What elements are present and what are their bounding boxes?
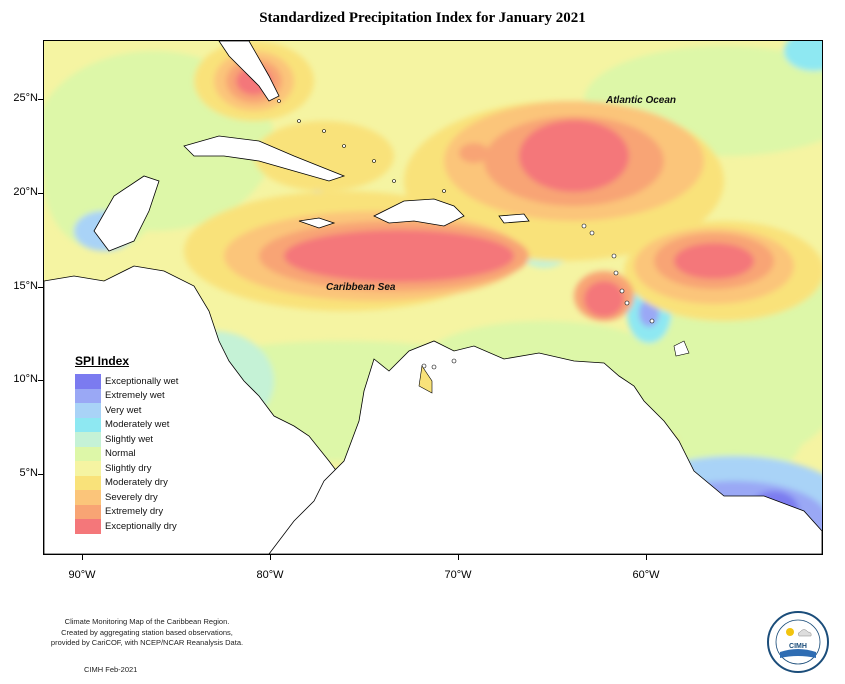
lon-tick-70: 70°W <box>444 569 472 581</box>
legend-item: Very wet <box>75 403 178 418</box>
legend-swatch <box>75 519 101 534</box>
legend-label: Exceptionally wet <box>105 375 179 387</box>
legend-label: Very wet <box>105 404 142 416</box>
logo-text: CIMH <box>789 643 807 650</box>
footer-credit: CIMH Feb-2021 <box>84 665 138 674</box>
atlantic-ocean-label: Atlantic Ocean <box>606 95 677 106</box>
legend-item: Moderately dry <box>75 475 178 490</box>
legend-item: Moderately wet <box>75 417 178 432</box>
legend-swatch <box>75 490 101 505</box>
cimh-logo: CIMH <box>767 611 829 673</box>
legend-item: Normal <box>75 446 178 461</box>
small-islands <box>277 99 655 370</box>
lon-tick-mark <box>646 555 647 560</box>
lon-tick-mark <box>458 555 459 560</box>
legend-label: Slightly wet <box>105 433 154 445</box>
legend-item: Severely dry <box>75 490 178 505</box>
legend-swatch <box>75 461 101 476</box>
legend-label: Extremely dry <box>105 506 164 518</box>
legend-label: Exceptionally dry <box>105 520 177 532</box>
lat-tick-mark <box>38 193 43 194</box>
lat-tick-10: 10°N <box>13 373 38 385</box>
spi-legend: SPI Index Exceptionally wet Extremely wet… <box>75 354 178 534</box>
lat-tick-mark <box>38 380 43 381</box>
lon-tick-mark <box>270 555 271 560</box>
legend-swatch <box>75 504 101 519</box>
lat-tick-20: 20°N <box>13 186 38 198</box>
legend-label: Severely dry <box>105 491 158 503</box>
lon-tick-60: 60°W <box>632 569 660 581</box>
map-title: Standardized Precipitation Index for Jan… <box>259 10 586 26</box>
legend-swatch <box>75 446 101 461</box>
lon-tick-mark <box>82 555 83 560</box>
spi-surface <box>44 41 822 554</box>
land-masses <box>44 41 822 554</box>
legend-rows: Exceptionally wet Extremely wet Very wet Mo… <box>75 374 178 534</box>
legend-swatch <box>75 432 101 447</box>
footer-line-2: Created by aggregating station based obs… <box>61 627 233 637</box>
legend-swatch <box>75 417 101 432</box>
legend-item: Slightly dry <box>75 461 178 476</box>
lat-tick-25: 25°N <box>13 92 38 104</box>
legend-item: Exceptionally wet <box>75 374 178 389</box>
footer-line-3: provided by CariCOF, with NCEP/NCAR Rean… <box>50 638 244 647</box>
lat-tick-5: 5°N <box>19 467 38 479</box>
legend-label: Extremely wet <box>105 390 165 402</box>
legend-swatch <box>75 388 101 403</box>
lat-tick-15: 15°N <box>13 280 38 292</box>
legend-item: Extremely wet <box>75 388 178 403</box>
caribbean-sea-label: Caribbean Sea <box>326 282 396 293</box>
map-footer: Climate Monitoring Map of the Caribbean … <box>32 617 262 649</box>
map-area <box>43 40 823 555</box>
legend-label: Moderately dry <box>105 477 168 489</box>
footer-line-1: Climate Monitoring Map of the Caribbean … <box>64 617 230 626</box>
lon-tick-80: 80°W <box>256 569 284 581</box>
legend-item: Slightly wet <box>75 432 178 447</box>
legend-swatch <box>75 403 101 418</box>
legend-swatch <box>75 374 101 389</box>
legend-label: Slightly dry <box>105 462 152 474</box>
legend-label: Normal <box>105 448 136 460</box>
legend-item: Extremely dry <box>75 504 178 519</box>
legend-label: Moderately wet <box>105 419 170 431</box>
lat-tick-mark <box>38 287 43 288</box>
legend-title: SPI Index <box>75 354 130 368</box>
lat-tick-mark <box>38 474 43 475</box>
legend-item: Exceptionally dry <box>75 519 178 534</box>
lon-tick-90: 90°W <box>68 569 96 581</box>
legend-swatch <box>75 475 101 490</box>
lat-tick-mark <box>38 99 43 100</box>
